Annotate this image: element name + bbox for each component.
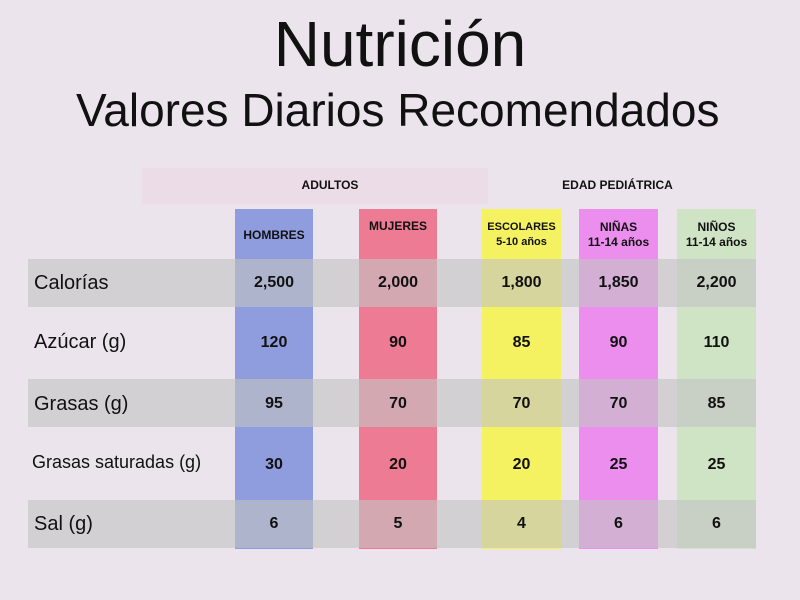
column-header-line2: 5-10 años xyxy=(496,236,547,248)
table-cell: 90 xyxy=(389,334,407,351)
column-header-line1: HOMBRES xyxy=(243,227,305,242)
column-header-line2: 11-14 años xyxy=(685,235,748,249)
table-cell: 30 xyxy=(265,456,283,473)
row-label: Azúcar (g) xyxy=(34,330,127,353)
table-cell: 25 xyxy=(707,456,726,473)
table-cell: 2,000 xyxy=(377,274,419,291)
column-header-ninas: NIÑAS 11-14 años xyxy=(574,216,663,254)
column-header-line1: ESCOLARES xyxy=(487,221,556,233)
row-label: Sal (g) xyxy=(34,512,93,535)
column-header-mujeres: MUJERES xyxy=(359,207,437,245)
adults-group-background xyxy=(142,168,488,204)
row-band-calorias xyxy=(28,259,756,307)
row-label: Grasas saturadas (g) xyxy=(32,451,202,472)
table-cell: 85 xyxy=(512,334,531,351)
column-header-line1: NIÑOS xyxy=(697,220,736,234)
row-band-sal xyxy=(28,500,756,548)
table-cell: 110 xyxy=(703,334,730,351)
table-cell: 20 xyxy=(389,456,407,473)
row-label: Grasas (g) xyxy=(34,392,129,415)
table-cell: 6 xyxy=(712,515,721,532)
table-cell: 20 xyxy=(512,456,531,473)
table-cell: 120 xyxy=(260,334,288,351)
column-header-line1: MUJERES xyxy=(368,218,427,233)
table-cell: 70 xyxy=(512,395,531,412)
table-cell: 95 xyxy=(265,395,283,412)
row-band-grasas xyxy=(28,379,756,427)
table-cell: 90 xyxy=(609,334,628,351)
column-header-hombres: HOMBRES xyxy=(235,216,313,254)
column-header-line2: 11-14 años xyxy=(587,235,650,249)
table-cell: 70 xyxy=(609,395,628,412)
table-cell: 85 xyxy=(707,395,726,412)
column-header-line1: NIÑAS xyxy=(599,220,638,234)
table-cell: 70 xyxy=(389,395,407,412)
page-subtitle: Valores Diarios Recomendados xyxy=(76,84,720,136)
column-header-ninos: NIÑOS 11-14 años xyxy=(672,216,761,254)
group-label-adults: ADULTOS xyxy=(301,178,359,192)
table-cell: 2,200 xyxy=(696,274,737,291)
table-cell: 25 xyxy=(609,456,628,473)
table-cell: 1,850 xyxy=(598,274,639,291)
group-label-pediatric: EDAD PEDIÁTRICA xyxy=(562,178,673,192)
table-cell: 5 xyxy=(393,515,403,532)
table-cell: 6 xyxy=(269,515,279,532)
table-cell: 6 xyxy=(614,515,623,532)
table-cell: 1,800 xyxy=(501,274,542,291)
column-header-escolares: ESCOLARES 5-10 años xyxy=(482,216,561,254)
page-title: Nutrición xyxy=(273,8,527,80)
table-cell: 2,500 xyxy=(253,274,295,291)
table-cell: 4 xyxy=(517,515,526,532)
row-label: Calorías xyxy=(34,271,109,294)
